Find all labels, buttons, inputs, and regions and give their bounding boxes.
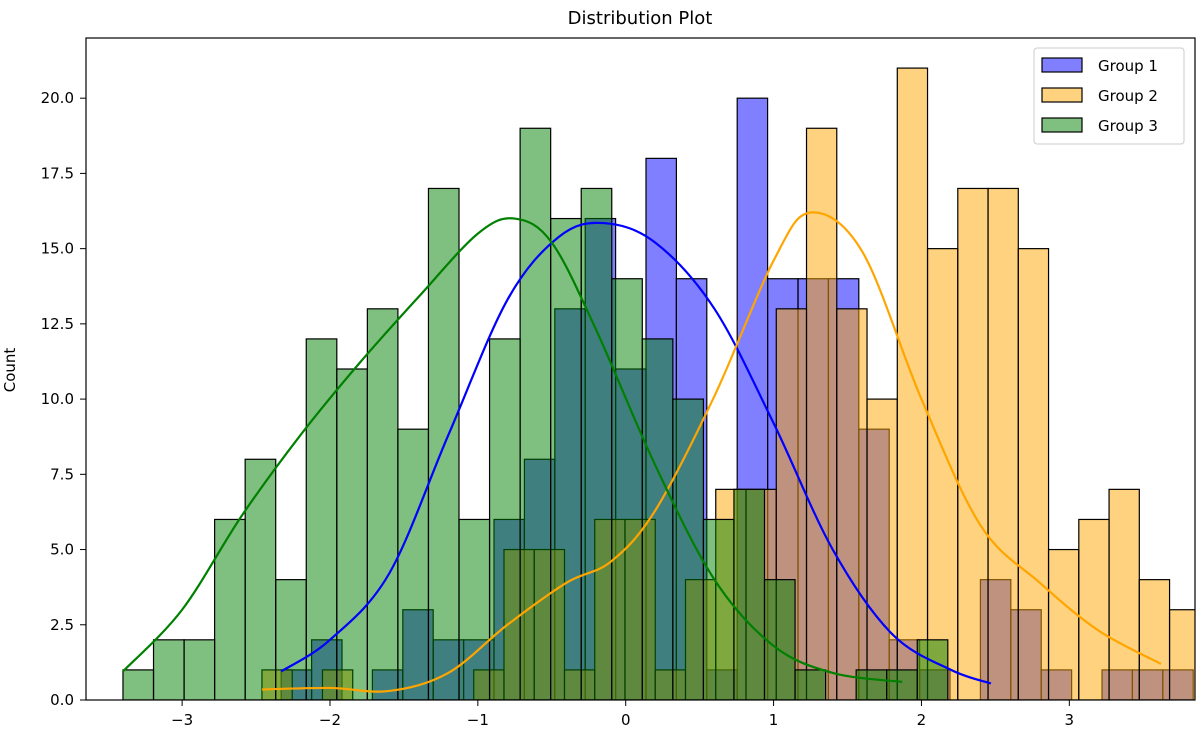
y-axis-label: Count [1,348,19,393]
histogram-bar [458,518,491,700]
legend: Group 1 Group 2 Group 3 [1033,47,1185,145]
histogram-bar [855,669,888,700]
x-tick-label: 3 [1065,711,1075,729]
y-tick-label: 20.0 [41,89,74,107]
histogram-bar [519,127,552,700]
legend-swatch [1041,57,1083,73]
x-tick-label: −1 [467,711,489,729]
plot-frame [85,37,1196,701]
histogram-bar [672,398,704,700]
histogram-bar [702,518,735,700]
kde-line-series-3 [122,217,903,684]
histogram-bar [866,398,898,700]
x-axis: −3 −2 −1 0 1 2 3 [171,700,1074,729]
legend-label: Group 1 [1098,57,1158,75]
histogram-bar [641,338,674,700]
x-tick-label: −2 [319,711,341,729]
histogram-bar [1047,548,1080,700]
legend-label: Group 3 [1098,117,1158,135]
histogram-bar [611,278,643,700]
histogram-bar [397,428,430,700]
histogram-bar [886,669,918,700]
y-tick-label: 17.5 [41,164,74,182]
histogram-bar [183,639,216,700]
legend-swatch [1041,87,1083,103]
histogram-bar [836,308,868,700]
x-tick-label: −3 [171,711,193,729]
plot-area [85,37,1196,701]
histogram-bar [1078,518,1110,700]
histogram-bar [1017,248,1050,700]
y-tick-label: 10.0 [41,390,74,408]
histogram-bar [733,488,766,700]
y-tick-label: 15.0 [41,240,74,258]
histogram-bar [1168,609,1195,700]
bars-group [122,67,1195,700]
histogram-bar [336,368,368,700]
histogram-bar [550,217,582,700]
histogram-bar [580,187,613,700]
histogram-bar [957,187,989,700]
histogram-bar [275,579,307,700]
kde-line-series-2 [261,211,1162,693]
y-tick-label: 7.5 [50,465,74,483]
y-tick-label: 2.5 [50,616,74,634]
histogram-bar [122,669,155,700]
histogram-bar [794,669,827,700]
histogram-bar [1138,579,1171,700]
x-tick-label: 0 [621,711,631,729]
histogram-bar [896,67,929,700]
histogram-bar [987,187,1019,700]
histogram-bar [763,579,796,700]
histogram-bar [916,639,949,700]
x-tick-label: 2 [917,711,927,729]
histogram-bar [305,338,338,700]
legend-swatch [1041,117,1083,133]
legend-label: Group 2 [1098,87,1158,105]
histogram-bar [244,458,277,700]
histogram-bar [1108,488,1140,700]
histogram-bar [152,639,185,700]
y-axis: 0.0 2.5 5.0 7.5 10.0 12.5 15.0 17.5 20.0 [41,89,86,709]
kde-group [122,211,1162,693]
y-tick-label: 12.5 [41,315,74,333]
histogram-bar [366,308,399,700]
histogram-bar [488,338,521,700]
y-tick-label: 0.0 [50,691,74,709]
kde-line-series-1 [280,221,992,685]
histogram-bar [214,518,246,700]
x-tick-label: 1 [769,711,779,729]
y-tick-label: 5.0 [50,541,74,559]
chart-title: Distribution Plot [568,8,713,29]
